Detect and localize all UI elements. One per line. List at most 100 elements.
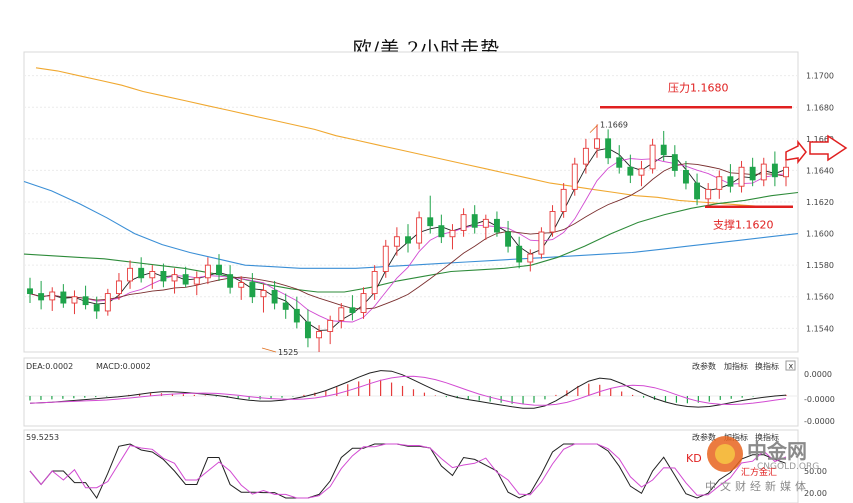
arrow-right-icon-large — [809, 134, 848, 162]
candle-body — [216, 264, 222, 276]
candle-body — [349, 307, 356, 313]
watermark-url: CNGOLD.ORG — [757, 462, 819, 472]
moving-average-line — [23, 191, 799, 293]
macd-tick-2: -0.0000 — [804, 395, 835, 404]
candle-body — [449, 229, 456, 238]
candle-body — [627, 166, 634, 176]
price-tick-label: 1.1620 — [806, 198, 834, 207]
candle-body — [671, 154, 678, 171]
candle-body — [660, 144, 667, 156]
candle-body — [304, 321, 311, 339]
macd-histogram — [24, 370, 798, 409]
candle-body — [538, 231, 545, 255]
short-moving-average-line — [29, 158, 787, 323]
candle-body — [193, 277, 200, 285]
candle-body — [716, 176, 723, 190]
candle-body — [560, 188, 567, 212]
candle-body — [594, 138, 600, 149]
candle-body — [771, 163, 778, 178]
candle-body — [438, 225, 445, 238]
macd-tick-1: 0.0000 — [804, 370, 832, 379]
kd-line — [29, 443, 787, 499]
price-tick-label: 1.1700 — [806, 72, 834, 81]
candle-body — [27, 288, 33, 295]
candle-body — [482, 218, 489, 228]
watermark-brand: 中金网 — [747, 439, 807, 463]
price-tick-label: 1.1680 — [806, 103, 834, 112]
kd-tick-2: 20.00 — [804, 489, 827, 498]
candle-body — [71, 296, 78, 304]
kd-legend-value: 59.5253 — [26, 433, 59, 442]
candle-body — [293, 308, 300, 323]
levels: 压力1.1680 支撑1.1620 1.1669 1525 — [261, 81, 793, 357]
kd-tick-1: 50.00 — [804, 467, 827, 476]
candle-body — [682, 169, 689, 184]
candle-body — [705, 188, 712, 200]
watermark-sub: 中文财经新媒体 — [705, 479, 810, 493]
candle-body — [393, 236, 400, 247]
candle-body — [115, 280, 122, 295]
short-moving-average-line — [29, 163, 787, 310]
candle-body — [160, 271, 167, 282]
candle-body — [93, 304, 100, 312]
kd-legend-prefix: KD — [686, 452, 702, 465]
candle-body — [82, 296, 89, 306]
price-tick-label: 1.1600 — [806, 230, 834, 239]
candle-body — [171, 274, 178, 282]
candle-body — [605, 138, 612, 159]
price-tick-label: 1.1580 — [806, 261, 834, 270]
low-marker-pointer — [261, 347, 277, 353]
candle-body — [460, 214, 467, 231]
kd-panel-frame — [23, 429, 799, 503]
macd-signal-line — [29, 370, 787, 409]
high-marker-pointer — [589, 124, 599, 133]
candle-body — [360, 293, 367, 313]
candle-body — [738, 166, 745, 187]
candle-body — [282, 302, 289, 310]
candle-body — [127, 267, 134, 282]
candle-body — [471, 214, 478, 228]
macd-close-button[interactable] — [785, 360, 796, 371]
candle-body — [227, 274, 234, 288]
low-marker-label: 1525 — [278, 348, 298, 357]
price-tick-label: 1.1540 — [806, 324, 834, 333]
support-label: 支撑1.1620 — [713, 218, 774, 232]
candle-body — [316, 331, 323, 339]
kd-line — [29, 443, 787, 499]
candle-body — [138, 267, 145, 279]
watermark-logo: 中金网 CNGOLD.ORG 中文财经新媒体 汇方金汇 — [705, 436, 819, 493]
candle-body — [516, 245, 523, 263]
candle-body — [416, 217, 423, 244]
kd-btn-params[interactable]: 改参数 — [692, 432, 716, 442]
macd-btn-switch[interactable]: 换指标 — [755, 361, 779, 371]
price-tick-label: 1.1560 — [806, 293, 834, 302]
macd-btn-add[interactable]: 加指标 — [724, 361, 748, 371]
kd-btn-add[interactable]: 加指标 — [724, 432, 748, 442]
price-axis: 1.1700 1.1680 1.1660 1.1640 1.1620 1.1600 1.15… — [806, 72, 834, 334]
candle-body — [571, 163, 578, 190]
candle-body — [149, 271, 156, 279]
candle-body — [327, 319, 334, 332]
candle-body — [338, 307, 345, 321]
candle-body — [427, 217, 434, 227]
candle-body — [104, 293, 111, 312]
candle-body — [549, 211, 556, 233]
high-marker-label: 1.1669 — [600, 121, 628, 130]
arrow-right-icon — [785, 139, 807, 165]
candle-body — [727, 176, 734, 187]
candle-body — [694, 182, 701, 200]
candle-body — [527, 253, 534, 263]
candle-body — [204, 264, 211, 279]
candle-body — [638, 168, 645, 176]
close-icon: x — [789, 362, 794, 371]
macd-signal-line — [29, 375, 787, 406]
candle-body — [783, 166, 789, 178]
kd-btn-switch[interactable]: 换指标 — [755, 432, 779, 442]
macd-btn-params[interactable]: 改参数 — [692, 361, 716, 371]
candle-body — [182, 274, 189, 285]
candle-body — [371, 271, 378, 295]
candle-body — [582, 147, 589, 165]
candle-body — [238, 282, 245, 288]
candle-body — [382, 245, 389, 272]
